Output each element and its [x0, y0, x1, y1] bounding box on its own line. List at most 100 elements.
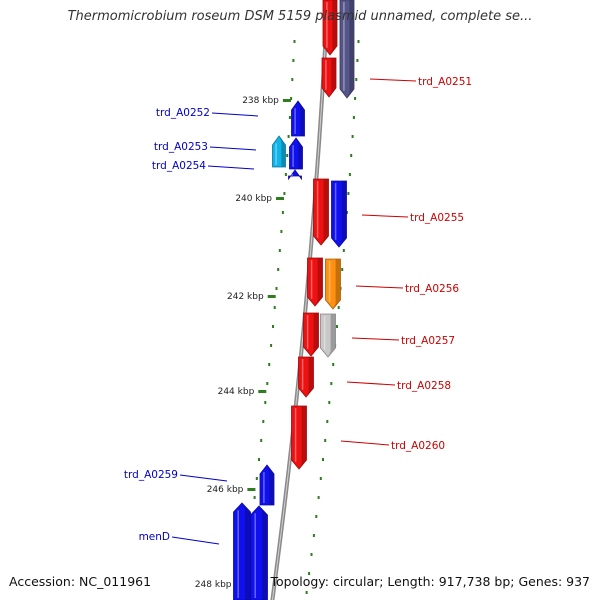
gene-arrow[interactable]: [259, 464, 275, 506]
label-leader-line: [207, 165, 255, 170]
gene-arrow[interactable]: [291, 405, 307, 470]
tick-mark: [266, 382, 269, 385]
gene-label[interactable]: menD: [139, 531, 170, 543]
scale-label: 240 kbp: [235, 194, 272, 204]
gene-label[interactable]: trd_A0260: [391, 440, 445, 452]
tick-mark: [350, 154, 353, 157]
gene-arrow[interactable]: [272, 135, 286, 168]
tick-mark: [264, 401, 267, 404]
tick-mark: [347, 192, 350, 195]
gene-arrow[interactable]: [322, 0, 338, 56]
gene-label[interactable]: trd_A0258: [397, 380, 451, 392]
gene-arrow[interactable]: [303, 312, 319, 357]
scale-labels: 238 kbp 240 kbp 242 kbp 244 kbp 246 kbp 248 k…: [195, 96, 291, 590]
gene-label[interactable]: trd_A0251: [418, 76, 472, 88]
gene-label[interactable]: trd_A0252: [156, 107, 210, 119]
accession-text: Accession: NC_011961: [9, 574, 152, 589]
tick-mark: [287, 135, 290, 138]
major-tick: [282, 99, 291, 102]
gene-shade: [279, 136, 286, 167]
label-leader-line: [361, 214, 409, 218]
tick-mark: [284, 173, 287, 176]
tick-mark: [258, 458, 260, 461]
backbone-highlight: [271, 0, 329, 600]
tick-mark: [322, 458, 324, 461]
gene-shade: [295, 170, 302, 179]
major-tick: [276, 197, 284, 200]
gene-labels: trd_A0251 trd_A0252 trd_A0253 trd_A0254 trd_…: [124, 76, 472, 545]
tick-mark: [324, 439, 327, 442]
backbone-track: [270, 0, 330, 600]
gene-arrow[interactable]: [250, 505, 268, 600]
gene-body[interactable]: [288, 169, 302, 181]
major-tick: [247, 488, 256, 491]
tick-mark: [273, 306, 276, 309]
gene-label[interactable]: trd_A0256: [405, 283, 459, 295]
gene-shade: [296, 138, 303, 169]
tick-mark: [255, 477, 258, 480]
gene-arrow[interactable]: [320, 313, 336, 358]
tick-mark: [305, 591, 308, 594]
tick-mark: [288, 116, 291, 119]
tick-mark: [293, 40, 296, 43]
tick-mark: [354, 97, 357, 100]
gene-shade: [315, 258, 323, 306]
gene-features: [233, 0, 355, 600]
gene-label[interactable]: trd_A0254: [152, 160, 206, 172]
tick-mark: [317, 496, 320, 499]
tick-mark: [310, 553, 313, 556]
gene-shade: [339, 181, 347, 247]
tick-mark: [283, 192, 286, 195]
tick-mark: [357, 40, 360, 43]
tick-mark: [286, 154, 289, 157]
gene-shade: [328, 314, 336, 357]
tick-mark: [356, 59, 359, 62]
gene-arrow[interactable]: [291, 100, 305, 137]
gene-arrow[interactable]: [313, 178, 329, 246]
gene-arrow[interactable]: [288, 169, 302, 181]
gene-shade: [330, 0, 337, 55]
tick-mark: [342, 249, 345, 252]
label-leader-line: [346, 381, 396, 386]
gene-arrow[interactable]: [289, 137, 303, 170]
tick-mark: [319, 477, 322, 480]
gene-arrow[interactable]: [331, 180, 347, 248]
tick-mark: [315, 515, 318, 518]
label-leader-line: [351, 337, 400, 341]
tick-mark: [308, 572, 311, 575]
scale-label: 246 kbp: [207, 485, 244, 495]
tick-mark: [272, 325, 274, 328]
tick-mark: [326, 420, 329, 423]
tick-mark: [292, 59, 295, 62]
gene-shade: [347, 0, 354, 98]
gene-label[interactable]: trd_A0259: [124, 469, 178, 481]
gene-label[interactable]: trd_A0253: [154, 141, 208, 153]
gene-arrow[interactable]: [321, 57, 337, 98]
gene-arrow[interactable]: [233, 502, 251, 600]
label-leader-line: [179, 474, 228, 482]
tick-mark: [270, 344, 273, 347]
summary-text: Topology: circular; Length: 917,738 bp; …: [270, 574, 591, 589]
gene-arrow[interactable]: [298, 356, 314, 398]
label-leader-line: [209, 146, 257, 151]
gene-shade: [306, 357, 314, 397]
tick-mark: [348, 173, 351, 176]
gene-arrow[interactable]: [307, 257, 323, 307]
gene-arrow[interactable]: [325, 258, 341, 310]
gene-label[interactable]: trd_A0255: [410, 212, 464, 224]
gene-shade: [321, 179, 329, 245]
gene-shade: [242, 503, 251, 600]
tick-mark: [275, 287, 278, 290]
tick-mark: [355, 78, 358, 81]
gene-shade: [333, 259, 341, 309]
gene-shade: [298, 101, 305, 136]
tick-mark: [332, 363, 335, 366]
gene-label[interactable]: trd_A0257: [401, 335, 455, 347]
tick-mark: [352, 116, 355, 119]
gene-arrow[interactable]: [339, 0, 355, 99]
tick-mark: [290, 97, 293, 100]
gene-shade: [329, 58, 336, 97]
tick-mark: [278, 249, 281, 252]
